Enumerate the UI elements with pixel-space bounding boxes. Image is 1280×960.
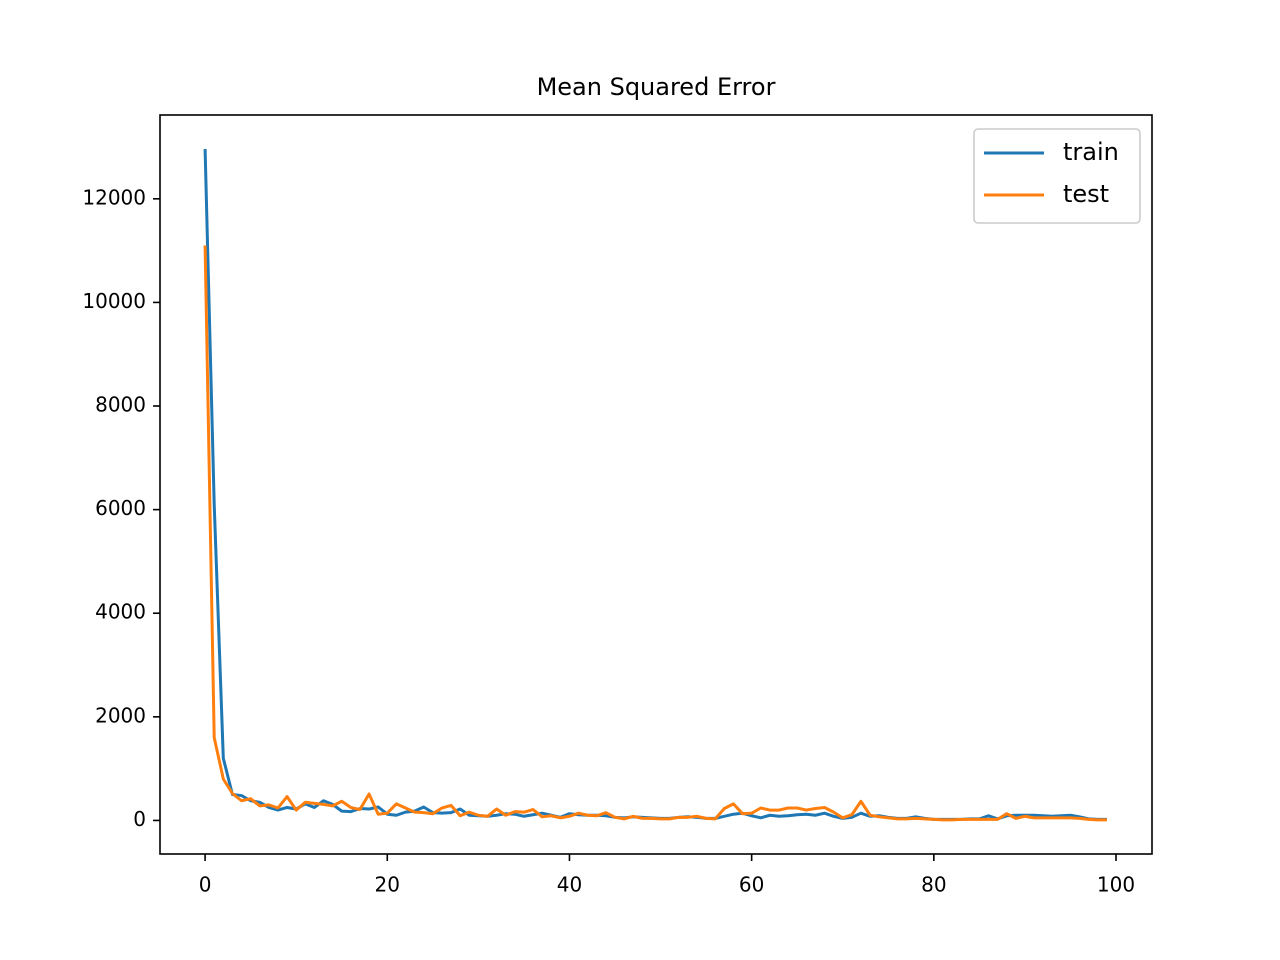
line-series <box>203 245 1107 822</box>
plot-frame <box>159 114 1153 855</box>
y-tick-label: 10000 <box>82 289 146 313</box>
x-tick-label: 80 <box>921 873 946 897</box>
x-tick-label: 100 <box>1097 873 1135 897</box>
y-tick-label: 4000 <box>95 600 146 624</box>
legend-label: test <box>1063 180 1109 208</box>
x-tick-label: 20 <box>375 873 400 897</box>
y-tick-label: 12000 <box>82 185 146 209</box>
y-tick-label: 2000 <box>95 703 146 727</box>
legend-label: train <box>1063 138 1119 166</box>
y-tick-label: 0 <box>133 807 146 831</box>
x-tick-label: 60 <box>739 873 764 897</box>
chart-title: Mean Squared Error <box>537 73 776 101</box>
x-tick-label: 40 <box>557 873 582 897</box>
y-tick-label: 8000 <box>95 393 146 417</box>
x-tick-label: 0 <box>199 873 212 897</box>
y-tick-label: 6000 <box>95 496 146 520</box>
